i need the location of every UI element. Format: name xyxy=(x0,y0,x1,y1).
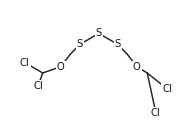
Text: Cl: Cl xyxy=(33,81,43,91)
Text: O: O xyxy=(57,62,65,72)
Text: S: S xyxy=(77,39,83,49)
Text: S: S xyxy=(115,39,121,49)
Text: S: S xyxy=(96,28,102,38)
Text: O: O xyxy=(133,62,141,72)
Text: Cl: Cl xyxy=(20,58,30,68)
Text: Cl: Cl xyxy=(162,84,172,94)
Text: Cl: Cl xyxy=(151,108,161,118)
